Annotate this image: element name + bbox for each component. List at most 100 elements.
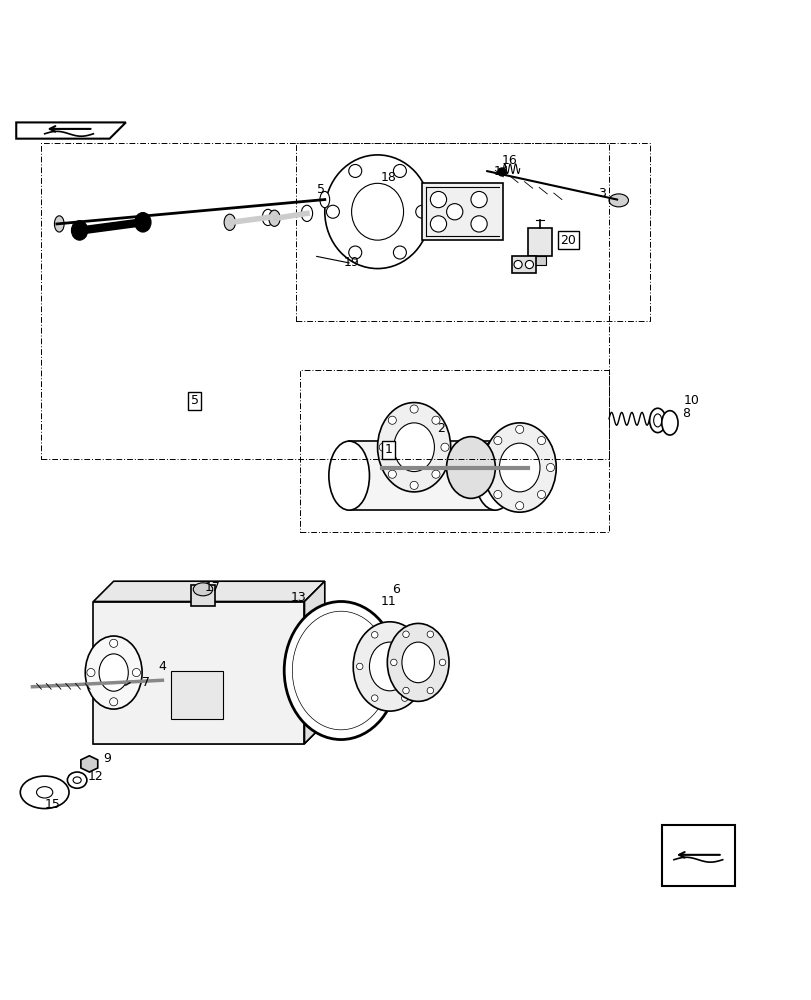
Circle shape (410, 405, 418, 413)
Circle shape (393, 246, 406, 259)
Circle shape (371, 632, 377, 638)
Ellipse shape (649, 408, 665, 433)
Bar (349, 441, 495, 510)
Circle shape (326, 205, 339, 218)
Circle shape (356, 663, 363, 670)
Text: 13: 13 (290, 591, 307, 604)
Circle shape (401, 632, 407, 638)
Text: 5: 5 (316, 183, 324, 196)
Circle shape (393, 164, 406, 177)
Ellipse shape (301, 205, 312, 221)
Ellipse shape (36, 787, 53, 798)
Ellipse shape (351, 183, 403, 240)
Ellipse shape (85, 636, 142, 709)
Ellipse shape (661, 411, 677, 435)
Polygon shape (304, 581, 324, 744)
Ellipse shape (369, 642, 410, 691)
Circle shape (348, 246, 361, 259)
Circle shape (132, 668, 140, 677)
Text: 16: 16 (501, 154, 517, 167)
Circle shape (537, 490, 545, 499)
Circle shape (493, 490, 501, 499)
Polygon shape (93, 601, 304, 744)
Text: 11: 11 (380, 595, 396, 608)
Circle shape (416, 663, 423, 670)
Polygon shape (93, 581, 324, 601)
Ellipse shape (393, 423, 434, 472)
Circle shape (371, 695, 377, 701)
Circle shape (537, 436, 545, 445)
Circle shape (431, 470, 440, 478)
Circle shape (446, 204, 462, 220)
Text: 5: 5 (191, 394, 199, 407)
Ellipse shape (20, 776, 69, 809)
Text: 14: 14 (493, 165, 509, 178)
Text: 1: 1 (384, 443, 392, 456)
Ellipse shape (324, 155, 430, 269)
Ellipse shape (262, 209, 273, 226)
Text: 17: 17 (204, 581, 221, 594)
Ellipse shape (135, 213, 151, 232)
Circle shape (402, 687, 409, 694)
Circle shape (440, 443, 448, 451)
Ellipse shape (608, 194, 628, 207)
Circle shape (87, 668, 95, 677)
Circle shape (431, 416, 440, 424)
Circle shape (109, 639, 118, 647)
Circle shape (430, 191, 446, 208)
Text: 4: 4 (158, 660, 166, 673)
Ellipse shape (73, 777, 81, 783)
Circle shape (430, 216, 446, 232)
Ellipse shape (99, 654, 128, 691)
Polygon shape (81, 756, 97, 772)
Circle shape (427, 687, 433, 694)
Circle shape (497, 168, 505, 176)
Circle shape (470, 191, 487, 208)
Ellipse shape (224, 214, 235, 230)
Circle shape (388, 416, 396, 424)
Ellipse shape (268, 210, 280, 226)
Text: 2: 2 (436, 422, 444, 435)
Text: 10: 10 (683, 394, 699, 407)
Ellipse shape (499, 443, 539, 492)
Circle shape (379, 443, 387, 451)
Text: 8: 8 (681, 407, 689, 420)
Circle shape (401, 695, 407, 701)
Text: 9: 9 (103, 752, 111, 765)
Polygon shape (16, 122, 126, 139)
Circle shape (515, 502, 523, 510)
Ellipse shape (377, 403, 450, 492)
Circle shape (484, 463, 492, 472)
Ellipse shape (193, 583, 212, 596)
Ellipse shape (292, 611, 389, 730)
Circle shape (427, 631, 433, 638)
Circle shape (402, 631, 409, 638)
Text: 19: 19 (343, 256, 359, 269)
Polygon shape (93, 723, 324, 744)
Bar (191, 585, 215, 606)
Ellipse shape (483, 423, 556, 512)
Text: 12: 12 (88, 770, 104, 783)
Ellipse shape (474, 441, 515, 510)
Ellipse shape (401, 642, 434, 683)
Polygon shape (527, 228, 551, 256)
Circle shape (515, 425, 523, 433)
Circle shape (470, 216, 487, 232)
Ellipse shape (446, 437, 495, 498)
Ellipse shape (71, 221, 88, 240)
Circle shape (493, 436, 501, 445)
Ellipse shape (284, 601, 397, 740)
Ellipse shape (353, 622, 426, 711)
Text: 3: 3 (598, 187, 606, 200)
Bar (661, 825, 734, 886)
Circle shape (546, 463, 554, 472)
Polygon shape (511, 256, 535, 273)
Ellipse shape (653, 414, 661, 427)
Circle shape (513, 260, 521, 269)
Circle shape (439, 659, 445, 666)
Text: 15: 15 (45, 798, 61, 811)
Ellipse shape (67, 772, 87, 788)
Bar (170, 671, 223, 719)
Circle shape (415, 205, 428, 218)
Ellipse shape (320, 191, 329, 208)
